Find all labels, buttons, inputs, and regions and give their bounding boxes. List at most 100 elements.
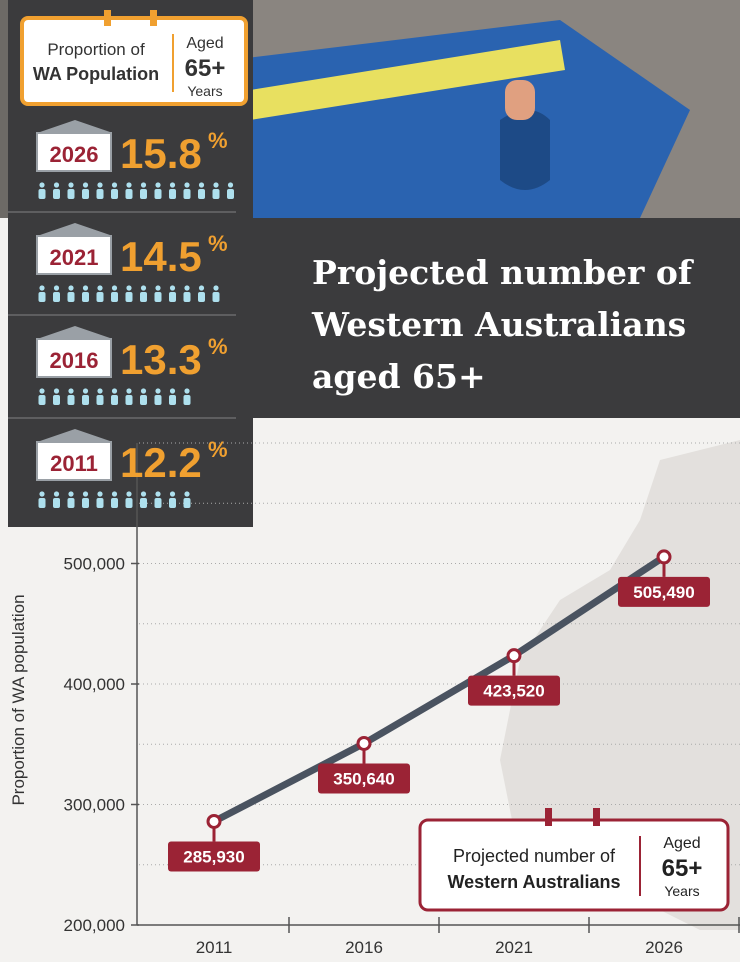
calendar-top [40,429,110,441]
box-tab [593,808,600,826]
person-icon [53,285,60,291]
value-label: 350,640 [333,769,394,788]
person-icon [169,491,176,497]
person-icon [169,388,176,394]
value-label: 285,930 [183,847,244,866]
value-label-box [318,763,410,794]
person-icon [154,395,162,405]
person-icon [169,292,176,302]
person-icon [154,498,162,508]
panel-heading: WA Population [33,64,159,84]
person-icon [184,182,190,188]
person-icon [68,182,74,188]
legend-years: Years [664,883,699,899]
person-icon [111,292,118,302]
panel-age: 65+ [185,55,226,82]
person-icon [38,395,46,405]
legend-aged: Aged [663,835,700,852]
person-icon [97,491,103,497]
box-tab [545,808,552,826]
chart-title: Projected number of [312,253,694,292]
x-tick-label: 2011 [196,938,233,957]
person-icon [82,491,89,497]
plot: 200,000 300,000 400,000 500,000 2011 2016 2021… [64,442,740,957]
person-icon [140,189,147,199]
series-line [210,553,668,825]
person-icon [183,292,191,302]
person-icon [96,189,104,199]
row-unit: % [208,334,228,359]
person-icon [97,285,103,291]
photo-boat [230,20,690,218]
person-icon [169,182,176,188]
person-icon [140,388,147,394]
value-label: 423,520 [483,682,544,701]
row-year: 2011 [50,451,98,476]
person-icon [67,189,75,199]
person-icon [154,189,162,199]
person-icon [82,498,89,508]
person-icon [38,189,46,199]
person-icon [53,395,60,405]
person-icon [111,388,118,394]
person-icon [53,498,60,508]
person-icon [67,292,75,302]
person-icon [183,189,191,199]
person-icon [82,292,89,302]
person-icon [169,189,176,199]
person-icon [183,498,191,508]
person-icon [96,498,104,508]
person-icon [53,182,60,188]
person-icon [68,285,74,291]
row-value: 12.2 [120,439,202,486]
person-icon [227,189,234,199]
person-icon [213,182,219,188]
y-tick-label: 400,000 [64,675,125,694]
chart-title: aged 65+ [312,357,486,396]
value-label-box [168,841,260,872]
value-label: 505,490 [633,583,694,602]
person-icon [140,292,147,302]
photo-anchor [500,110,550,190]
person-icon [82,285,89,291]
person-icon [39,285,45,291]
value-label-box [468,675,560,706]
y-tick-label: 300,000 [64,796,125,815]
person-icon [82,182,89,188]
row-unit: % [208,231,228,256]
person-icon [140,285,147,291]
person-icon [111,182,118,188]
panel-header-box [20,16,248,106]
panel-aged: Aged [186,35,223,52]
person-icon [39,491,45,497]
y-tick-label: 200,000 [64,916,125,935]
person-icon [97,388,103,394]
person-icon [169,498,176,508]
point-marker [356,735,372,751]
person-icon [97,182,103,188]
x-tick-label: 2021 [495,938,533,957]
person-icon [125,189,133,199]
person-icon [155,491,161,497]
box-tab [150,10,157,26]
calendar [36,441,112,481]
point-marker [506,648,522,664]
person-icon [111,491,118,497]
panel-years: Years [187,83,222,99]
person-icon [67,395,75,405]
x-tick-label: 2026 [645,938,683,957]
person-icon [184,285,190,291]
person-icon [212,189,220,199]
person-icon [111,285,118,291]
row-unit: % [208,128,228,153]
calendar [36,338,112,378]
row-year: 2021 [50,245,99,270]
person-icon [96,292,104,302]
person-icon [155,388,161,394]
person-icon [169,285,176,291]
calendar [36,235,112,275]
person-icon [184,491,190,497]
legend-age: 65+ [662,855,703,882]
